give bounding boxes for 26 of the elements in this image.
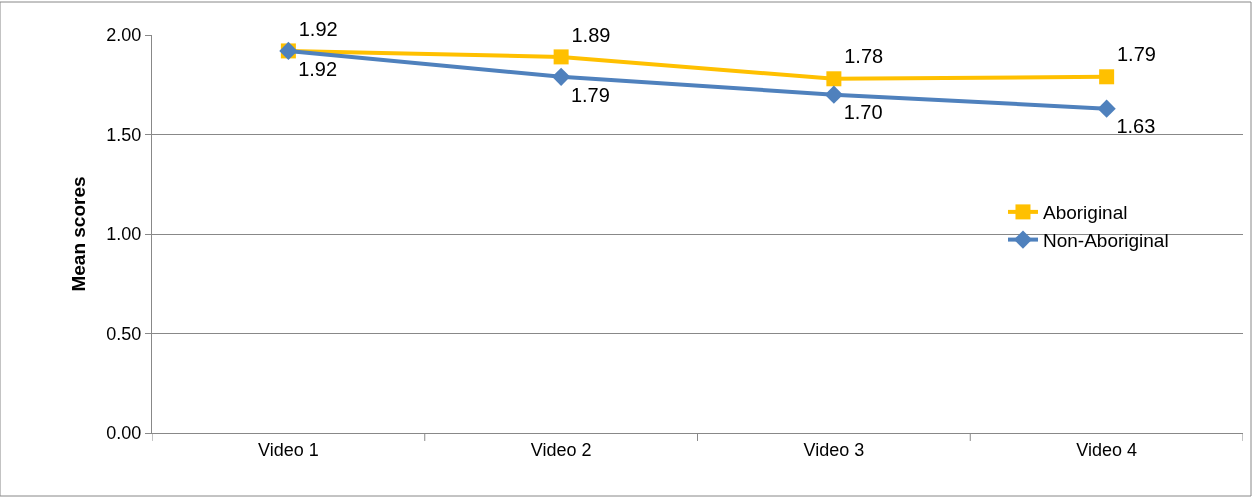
data-label: 1.79 bbox=[570, 83, 610, 106]
y-tick-label: 0.00 bbox=[106, 423, 142, 444]
data-label: 1.92 bbox=[298, 57, 338, 80]
data-label: 1.78 bbox=[844, 45, 884, 68]
x-tick-label: Video 4 bbox=[1076, 439, 1137, 460]
data-label: 1.92 bbox=[298, 17, 338, 40]
point bbox=[1097, 99, 1116, 118]
point bbox=[552, 67, 571, 86]
point bbox=[826, 71, 842, 87]
legend-label: Aboriginal bbox=[1042, 202, 1128, 224]
y-tick-label: 2.00 bbox=[106, 25, 142, 46]
x-tick-label: Video 1 bbox=[258, 439, 319, 460]
point bbox=[553, 49, 569, 65]
legend-label: Non-Aboriginal bbox=[1042, 230, 1169, 251]
y-axis-title: Mean scores bbox=[68, 176, 90, 292]
y-tick-label: 0.50 bbox=[106, 323, 142, 344]
data-label: 1.70 bbox=[843, 101, 883, 124]
data-label: 1.79 bbox=[1117, 43, 1156, 66]
x-tick-label: Video 2 bbox=[530, 439, 592, 460]
data-label: 1.63 bbox=[1116, 115, 1156, 138]
point bbox=[824, 85, 843, 104]
y-tick-label: 1.00 bbox=[106, 224, 142, 245]
data-label: 1.89 bbox=[571, 23, 611, 46]
point bbox=[1099, 69, 1115, 85]
y-tick-label: 1.50 bbox=[106, 124, 142, 145]
x-tick-label: Video 3 bbox=[803, 439, 865, 460]
